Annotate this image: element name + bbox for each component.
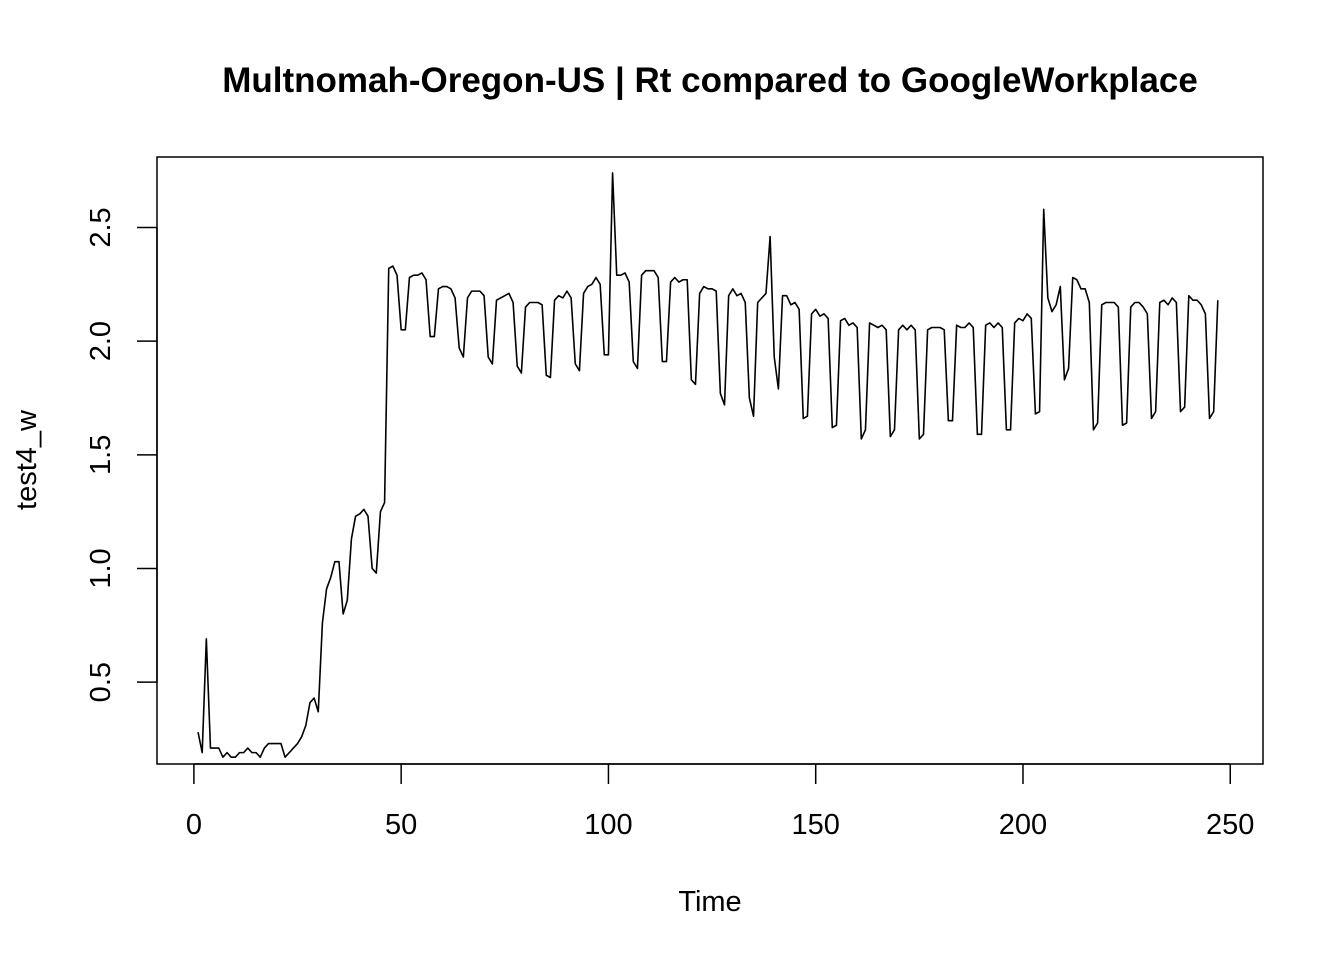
series-line bbox=[197, 172, 1219, 758]
y-tick-label: 1.5 bbox=[85, 435, 117, 475]
chart-title: Multnomah-Oregon-US | Rt compared to Goo… bbox=[222, 61, 1198, 100]
y-tick-label: 0.5 bbox=[85, 662, 117, 702]
x-tick-label: 0 bbox=[186, 809, 202, 841]
y-tick-label: 1.0 bbox=[85, 548, 117, 588]
x-tick-label: 50 bbox=[385, 809, 417, 841]
y-tick-label: 2.0 bbox=[85, 321, 117, 361]
x-tick-label: 100 bbox=[584, 809, 632, 841]
x-tick-label: 200 bbox=[999, 809, 1047, 841]
y-axis-label: test4_w bbox=[11, 409, 43, 510]
plot-frame bbox=[156, 156, 1264, 765]
y-tick-label: 2.5 bbox=[85, 207, 117, 247]
x-tick-label: 150 bbox=[792, 809, 840, 841]
x-tick-label: 250 bbox=[1206, 809, 1254, 841]
x-axis-label: Time bbox=[678, 886, 741, 918]
y-axis: 0.5 1.0 1.5 2.0 2.5 bbox=[85, 207, 158, 702]
x-axis: 0 50 100 150 200 250 bbox=[186, 763, 1254, 841]
